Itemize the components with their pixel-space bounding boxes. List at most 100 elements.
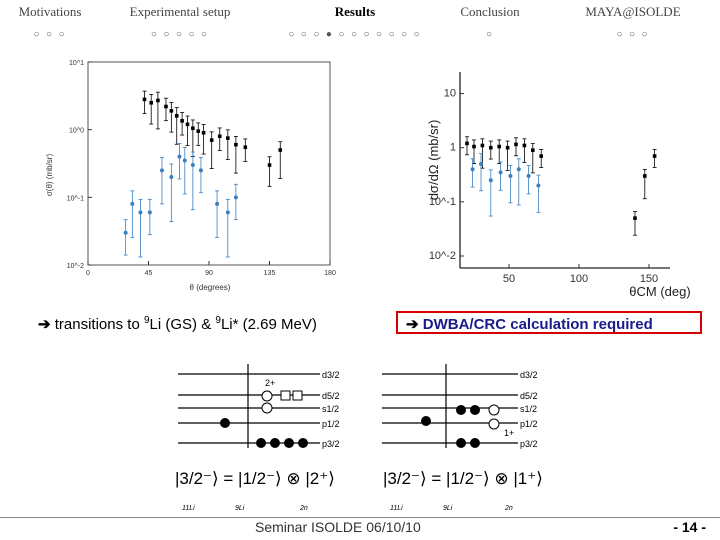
data-point-gs xyxy=(149,100,153,105)
data-point-gs xyxy=(174,114,179,118)
data-marks xyxy=(465,136,657,236)
y-axis-label: dσ/dΩ (mb/sr) xyxy=(426,120,441,201)
neutron-dot xyxy=(256,438,266,448)
level-label-s12: s1/2 xyxy=(520,404,537,414)
dwba-highlight-box: ➔ DWBA/CRC calculation required xyxy=(396,311,702,334)
nav-progress-dots[interactable]: ○ ○ ○ ● ○ ○ ○ ○ ○ ○ ○ xyxy=(288,29,422,40)
x-tick-label: 50 xyxy=(503,273,515,285)
neutron-dot xyxy=(456,438,466,448)
right-level-diagram: d3/2 d5/2 s1/2 p1/2 p3/2 1+ |3/2⁻⟩ = |1/… xyxy=(382,364,543,512)
data-point-excited xyxy=(130,201,135,206)
y-tick-label: 10^1 xyxy=(69,60,84,67)
data-point-gs xyxy=(169,109,174,113)
data-point-gs xyxy=(234,142,238,147)
level-label-d32: d3/2 xyxy=(520,370,538,380)
y-axis-label: σ(θ) (mb/sr) xyxy=(45,154,54,197)
x-tick-label: 0 xyxy=(86,270,90,277)
footer-text: Seminar ISOLDE 06/10/10 xyxy=(255,519,421,535)
formula-subscript: 9Li xyxy=(235,505,245,512)
nav-progress-dots[interactable]: ○ xyxy=(485,29,495,40)
x-axis-label: θ (degrees) xyxy=(190,283,231,292)
data-point-gs xyxy=(489,145,493,150)
data-point-gs xyxy=(278,148,283,152)
data-point-excited xyxy=(516,167,521,172)
y-ticks: 10 1 10^-1 10^-2 xyxy=(429,88,464,262)
level-label-p32: p3/2 xyxy=(322,439,340,449)
neutron-dot xyxy=(470,438,480,448)
data-point-gs xyxy=(539,154,543,158)
nav-section-maya-isolde[interactable]: MAYA@ISOLDE ○ ○ ○ xyxy=(578,4,688,40)
spin-label: 1+ xyxy=(504,428,514,438)
caption-prefix: transitions to xyxy=(54,316,144,333)
dwba-text: DWBA/CRC calculation required xyxy=(422,316,653,333)
y-tick-label: 10^-1 xyxy=(67,195,84,202)
nav-section-motivations[interactable]: Motivations ○ ○ ○ xyxy=(8,4,92,40)
data-point-excited xyxy=(169,174,174,179)
nav-section-conclusion[interactable]: Conclusion ○ xyxy=(448,4,532,40)
data-point-gs xyxy=(497,144,501,149)
data-point-gs xyxy=(480,143,485,148)
y-tick-label: 10^-2 xyxy=(429,250,456,262)
neutron-dot xyxy=(284,438,294,448)
level-label-d52: d5/2 xyxy=(322,391,340,401)
data-point-excited xyxy=(526,174,531,179)
empty-orbit-square xyxy=(280,390,291,401)
data-point-gs xyxy=(267,163,272,167)
data-point-excited xyxy=(498,170,503,175)
data-point-gs xyxy=(226,136,230,140)
formula-subscript: 11Li xyxy=(390,505,403,512)
data-point-excited xyxy=(233,195,238,200)
proton-dot xyxy=(220,418,230,428)
section-navigation: Motivations ○ ○ ○ Experimental setup ○ ○… xyxy=(0,0,720,46)
arrow-right-icon: ➔ xyxy=(38,316,51,333)
nav-progress-dots[interactable]: ○ ○ ○ xyxy=(616,29,650,40)
nav-section-experimental-setup[interactable]: Experimental setup ○ ○ ○ ○ ○ xyxy=(118,4,242,40)
wavefunction-formula: |3/2⁻⟩ = |1/2⁻⟩ ⊗ |1⁺⟩ xyxy=(383,469,543,488)
data-point-gs xyxy=(514,142,518,147)
x-axis-label: θCM (deg) xyxy=(629,284,690,299)
proton-dot xyxy=(421,416,431,426)
left-level-diagram: d3/2 d5/2 s1/2 p1/2 p3/2 2+ |3/2⁻⟩ = |1/… xyxy=(175,364,340,512)
y-tick-label: 1 xyxy=(450,142,456,154)
page-number: - 14 - xyxy=(673,519,706,535)
nav-progress-dots[interactable]: ○ ○ ○ ○ ○ xyxy=(150,29,210,40)
y-ticks: 10^1 10^0 10^-1 10^-2 xyxy=(67,60,92,270)
nav-progress-dots[interactable]: ○ ○ ○ xyxy=(33,29,67,40)
isotope-mass: 9 xyxy=(143,315,150,326)
data-point-excited xyxy=(123,230,128,235)
formula-subscript: 11Li xyxy=(182,505,195,512)
neutron-dot xyxy=(456,405,466,415)
nav-section-results[interactable]: Results ○ ○ ○ ● ○ ○ ○ ○ ○ ○ ○ xyxy=(280,4,430,40)
isotope-label: Li* (2.69 MeV) xyxy=(220,316,317,333)
data-point-gs xyxy=(243,145,248,150)
data-point-gs xyxy=(191,126,195,131)
level-label-p32: p3/2 xyxy=(520,439,538,449)
arrow-right-icon: ➔ xyxy=(406,316,419,333)
data-point-gs xyxy=(465,141,469,146)
level-label-s12: s1/2 xyxy=(322,404,339,414)
neutron-dot xyxy=(470,405,480,415)
x-tick-label: 135 xyxy=(264,270,276,277)
data-point-excited xyxy=(508,174,513,179)
footer-divider xyxy=(0,517,720,518)
data-point-excited xyxy=(536,183,541,188)
data-point-gs xyxy=(652,154,657,158)
x-tick-label: 180 xyxy=(324,270,336,277)
level-label-d52: d5/2 xyxy=(520,391,538,401)
data-point-gs xyxy=(643,174,647,178)
data-point-excited xyxy=(138,210,143,215)
right-cross-section-chart: 10 1 10^-1 10^-2 50 100 150 dσ/dΩ (mb/sr) θCM… xyxy=(426,72,691,299)
neutron-dot xyxy=(298,438,308,448)
data-point-gs xyxy=(217,134,222,139)
nav-title: MAYA@ISOLDE xyxy=(585,4,681,19)
data-point-gs xyxy=(196,129,201,133)
empty-orbit-circle xyxy=(488,418,500,430)
y-tick-label: 10^-2 xyxy=(67,263,84,270)
data-point-gs xyxy=(209,138,214,142)
data-point-excited xyxy=(190,163,195,168)
data-point-excited xyxy=(479,161,483,166)
data-point-excited xyxy=(147,210,152,215)
data-point-excited xyxy=(177,154,182,159)
data-point-gs xyxy=(633,216,637,220)
neutron-dot xyxy=(270,438,280,448)
